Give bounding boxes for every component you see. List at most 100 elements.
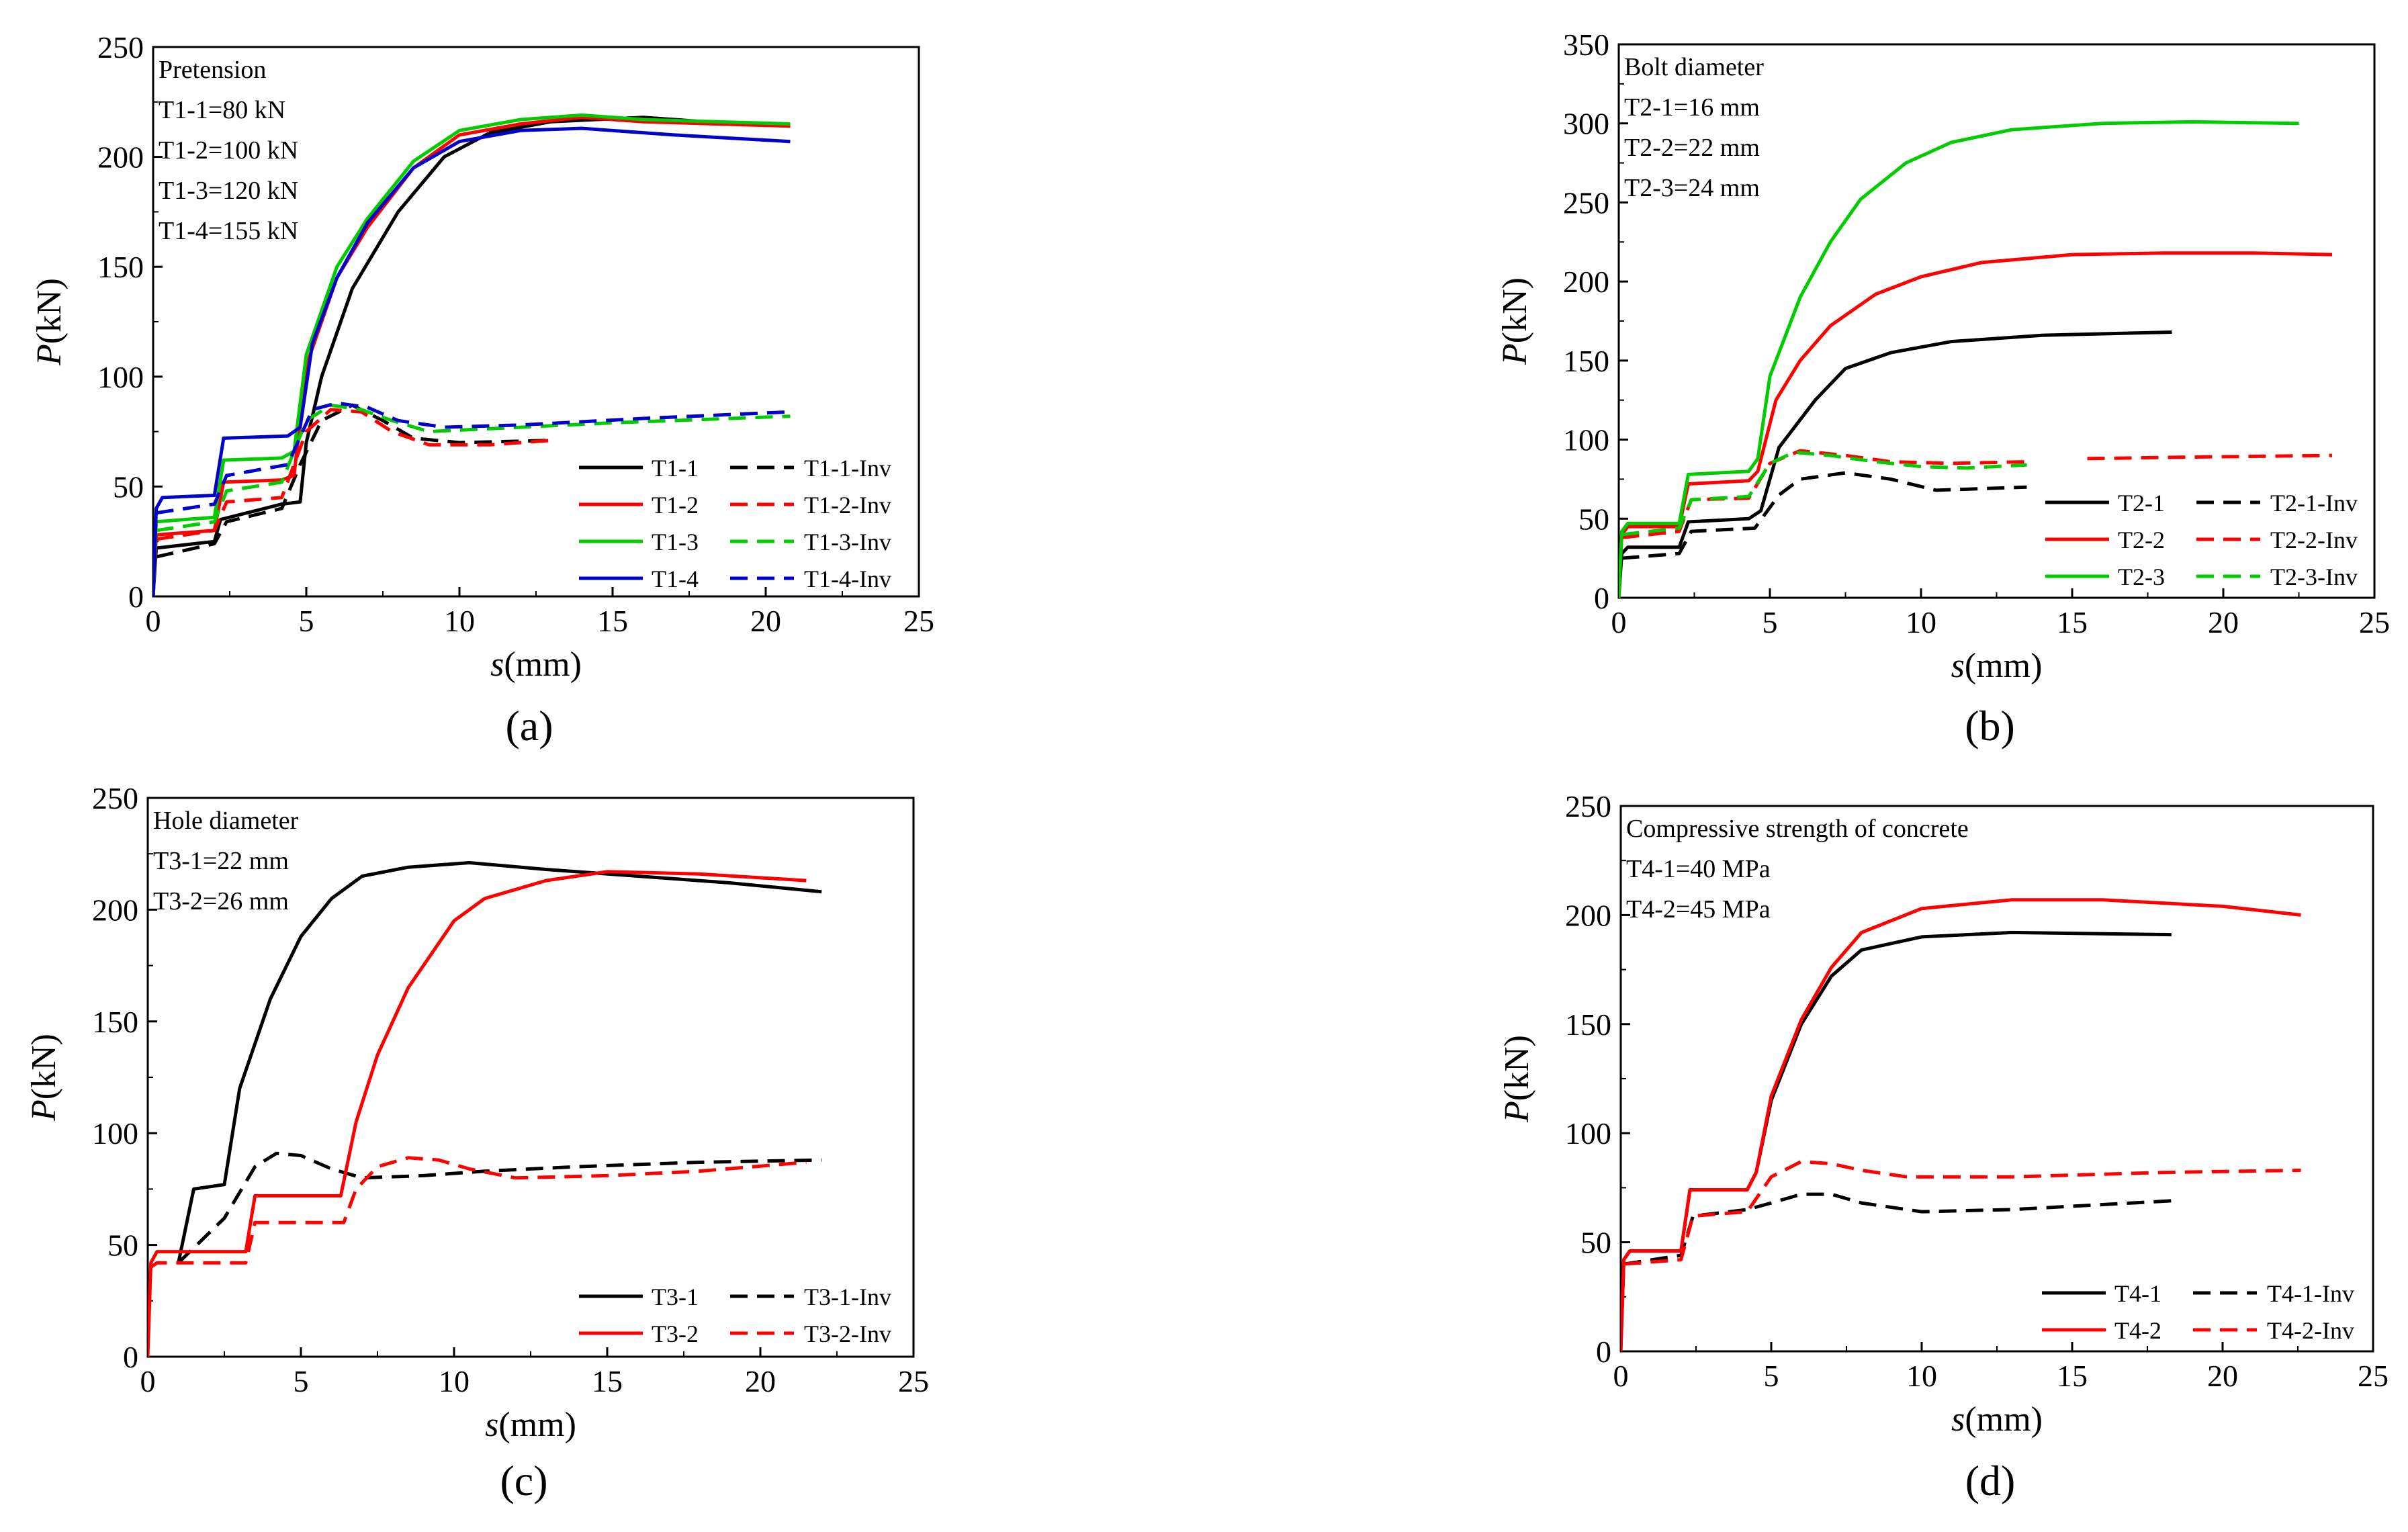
x-tick-label: 10 [444, 604, 475, 638]
x-axis-unit: (mm) [504, 645, 582, 684]
series-line-t4-2 [1621, 898, 2301, 1351]
series-line-t1-4 [153, 126, 791, 596]
y-tick-label: 250 [1563, 185, 1609, 220]
x-axis-unit: (mm) [1965, 647, 2043, 685]
legend-entry: T2-1-Inv [2270, 490, 2358, 516]
series-line-t1-2-inv [156, 408, 551, 541]
annotation-text: T3-1=22 mm [153, 847, 289, 875]
x-tick-label: 10 [439, 1364, 470, 1398]
series-line-t2-3-inv [1621, 450, 2027, 537]
plot-frame [1619, 805, 2374, 1353]
legend-entry: T1-4-Inv [804, 566, 891, 592]
y-tick-label: 0 [128, 580, 144, 614]
y-axis-label: P(kN) [1498, 1035, 1536, 1123]
annotation-text: Compressive strength of concrete [1626, 815, 1969, 843]
x-tick-label: 5 [299, 604, 314, 638]
y-tick-label: 200 [92, 893, 138, 927]
panel-label: (d) [1965, 1457, 2016, 1504]
x-tick-label: 15 [597, 604, 628, 638]
y-axis-label: P(kN) [1496, 277, 1534, 365]
y-tick-label: 50 [107, 1228, 138, 1263]
legend-entry: T4-2 [2114, 1317, 2161, 1344]
x-tick-label: 15 [592, 1364, 623, 1398]
y-tick-label: 0 [1594, 581, 1609, 615]
x-axis-variable: s [490, 645, 504, 684]
y-tick-label: 300 [1563, 107, 1609, 141]
x-tick-label: 15 [2057, 1359, 2088, 1393]
annotation-text: T2-3=24 mm [1624, 174, 1760, 202]
y-axis-label: P(kN) [30, 278, 69, 366]
legend-entry: T1-2 [652, 492, 699, 519]
series-line-t2-3 [1619, 120, 2299, 598]
y-tick-label: 100 [1563, 423, 1609, 457]
y-axis-unit: (kN) [30, 278, 69, 344]
x-axis-label: s(mm) [1951, 1400, 2043, 1439]
x-axis-unit: (mm) [1965, 1400, 2043, 1439]
legend-entry: T1-1 [652, 455, 699, 482]
y-axis-variable: P [1496, 343, 1534, 365]
x-tick-label: 20 [745, 1364, 776, 1398]
series-line-t4-1 [1621, 930, 2172, 1351]
legend-entry: T3-2 [652, 1320, 699, 1347]
chart-panel-1: 0 5 10 15 20 25050100150200250s(mm)P(kN)(a)Pr… [30, 30, 934, 750]
panel-label: (a) [505, 702, 553, 750]
legend-entry: T4-1 [2114, 1280, 2161, 1307]
series-line-t1-4-inv [156, 401, 791, 515]
plot-frame [1617, 43, 2376, 599]
x-axis-label: s(mm) [1951, 647, 2043, 685]
series-line-t3-2-inv [150, 1156, 807, 1269]
annotation-text: Pretension [159, 56, 266, 84]
x-axis-label: s(mm) [490, 645, 582, 684]
x-tick-label: 25 [2359, 605, 2390, 639]
panel-label: (c) [500, 1457, 547, 1504]
y-axis-unit: (kN) [25, 1034, 63, 1099]
legend-entry: T4-2-Inv [2267, 1317, 2354, 1344]
y-tick-label: 150 [97, 250, 144, 284]
y-tick-label: 0 [1596, 1335, 1611, 1369]
legend-entry: T2-3-Inv [2270, 564, 2358, 590]
series-line-t3-1 [177, 861, 822, 1263]
x-tick-label: 10 [1906, 605, 1936, 639]
y-tick-label: 0 [123, 1340, 138, 1374]
y-tick-label: 100 [97, 360, 144, 394]
y-tick-label: 200 [97, 140, 144, 175]
annotation-text: Bolt diameter [1624, 53, 1764, 81]
x-tick-label: 25 [903, 604, 934, 638]
y-tick-label: 250 [97, 30, 144, 64]
y-tick-label: 50 [1578, 502, 1609, 536]
y-tick-label: 200 [1563, 265, 1609, 299]
chart-panel-4: 0 5 10 15 20 25050100150200250s(mm)P(kN)(d)Co… [1498, 789, 2389, 1504]
legend-entry: T2-2-Inv [2270, 527, 2358, 553]
y-tick-label: 250 [92, 781, 138, 815]
legend-entry: T1-2-Inv [804, 492, 891, 519]
series-line-t3-2 [148, 870, 807, 1357]
series-line-t2-2-inv-end [2087, 453, 2333, 461]
series-line-t2-1 [1619, 330, 2172, 598]
series-line-t1-3-inv [156, 403, 791, 533]
y-tick-label: 350 [1563, 28, 1609, 62]
legend-entry: T1-1-Inv [804, 455, 891, 482]
y-tick-label: 150 [92, 1005, 138, 1039]
x-tick-label: 0 [146, 604, 161, 638]
legend-entry: T1-4 [652, 566, 699, 592]
y-axis-variable: P [30, 344, 69, 366]
legend-entry: T2-1 [2118, 490, 2165, 516]
y-axis-label: P(kN) [25, 1034, 63, 1122]
x-tick-label: 25 [2358, 1359, 2389, 1393]
y-tick-label: 150 [1565, 1007, 1611, 1042]
legend-entry: T2-2 [2118, 527, 2165, 553]
x-tick-label: 5 [1764, 1359, 1779, 1393]
x-axis-unit: (mm) [498, 1406, 576, 1444]
legend-entry: T1-3-Inv [804, 529, 891, 555]
x-axis-variable: s [1951, 1400, 1965, 1439]
series-line-t4-1-inv [1623, 1192, 2172, 1266]
y-tick-label: 150 [1563, 344, 1609, 378]
y-tick-label: 100 [1565, 1116, 1611, 1151]
annotation-text: T2-1=16 mm [1624, 93, 1760, 122]
annotation-text: T1-3=120 kN [159, 177, 298, 205]
annotation-text: T1-2=100 kN [159, 136, 298, 165]
x-tick-label: 10 [1906, 1359, 1937, 1393]
x-tick-label: 5 [1763, 605, 1778, 639]
legend-entry: T1-3 [652, 529, 699, 555]
